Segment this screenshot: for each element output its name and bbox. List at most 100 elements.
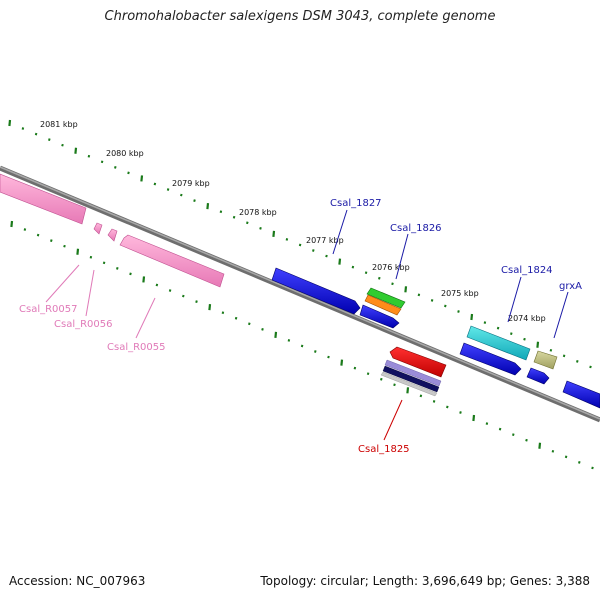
minor-tick xyxy=(246,221,249,225)
feature-grxa[interactable] xyxy=(533,350,558,370)
minor-tick xyxy=(417,293,421,297)
minor-tick xyxy=(48,138,51,141)
minor-tick xyxy=(221,311,225,315)
minor-tick xyxy=(114,165,117,169)
major-tick xyxy=(538,442,542,449)
topology-summary: Topology: circular; Length: 3,696,649 bp… xyxy=(260,574,590,588)
minor-tick xyxy=(127,171,130,175)
leader-grxa xyxy=(553,291,569,339)
leader-csal-r0057 xyxy=(45,264,80,303)
kbp-label: 2074 kbp xyxy=(508,314,546,323)
minor-tick xyxy=(523,337,526,341)
label-csal-r0056: Csal_R0056 xyxy=(54,319,113,330)
kbp-label: 2079 kbp xyxy=(172,179,210,188)
feature-labels: Csal_1827 Csal_1826 Csal_1824 grxA Csal_… xyxy=(19,198,582,455)
genome-backbone-highlight xyxy=(0,166,600,420)
leader-csal-r0056 xyxy=(85,269,95,317)
minor-tick xyxy=(312,249,315,252)
feature-csal-1824b[interactable] xyxy=(459,342,522,376)
minor-tick xyxy=(591,466,594,470)
minor-tick xyxy=(63,244,66,248)
feature-csal-1824[interactable] xyxy=(466,325,531,361)
leader-csal-1825 xyxy=(383,399,403,441)
minor-tick xyxy=(380,377,383,381)
feature-csal-1826[interactable] xyxy=(364,287,406,316)
major-tick xyxy=(404,286,408,293)
feature-csal-r0056[interactable] xyxy=(93,222,118,242)
major-tick xyxy=(406,387,410,394)
minor-tick xyxy=(419,394,423,398)
major-tick xyxy=(470,313,474,321)
minor-tick xyxy=(102,261,106,265)
minor-tick xyxy=(498,427,502,431)
major-tick xyxy=(142,276,146,283)
feature-csal-r0057[interactable] xyxy=(0,173,87,225)
major-tick xyxy=(340,359,344,366)
kbp-label: 2076 kbp xyxy=(372,263,410,272)
minor-tick xyxy=(248,322,251,326)
minor-tick xyxy=(364,271,368,275)
minor-tick xyxy=(195,300,198,303)
minor-tick xyxy=(551,449,555,453)
minor-tick xyxy=(578,461,581,464)
feature-csal-r0055[interactable] xyxy=(119,234,225,288)
minor-tick xyxy=(116,266,119,270)
leader-csal-r0055 xyxy=(135,297,156,339)
minor-tick xyxy=(193,199,196,202)
minor-tick xyxy=(36,233,40,237)
minor-tick xyxy=(87,154,91,158)
minor-tick xyxy=(325,254,328,258)
major-tick xyxy=(208,304,212,311)
minor-tick xyxy=(23,228,27,231)
kbp-labels: 2081 kbp 2080 kbp 2079 kbp 2078 kbp 2077… xyxy=(40,120,546,323)
minor-tick xyxy=(155,283,159,287)
minor-tick xyxy=(430,299,434,302)
minor-tick xyxy=(444,304,447,308)
major-tick xyxy=(272,230,276,237)
minor-tick xyxy=(327,355,330,359)
feature-csal-1825[interactable] xyxy=(380,346,447,397)
feature-small-blue[interactable] xyxy=(526,367,550,385)
minor-tick xyxy=(562,354,566,358)
minor-tick xyxy=(549,348,553,352)
major-tick xyxy=(206,203,210,210)
minor-tick xyxy=(512,433,515,437)
feature-csal-1827[interactable] xyxy=(271,267,361,315)
minor-tick xyxy=(168,289,172,292)
label-csal-1827: Csal_1827 xyxy=(330,198,382,209)
minor-tick xyxy=(393,383,396,387)
minor-tick xyxy=(89,255,93,259)
minor-tick xyxy=(100,160,104,164)
minor-tick xyxy=(261,327,264,331)
kbp-label: 2080 kbp xyxy=(106,149,144,158)
major-tick xyxy=(140,175,144,182)
minor-tick xyxy=(457,310,460,313)
kbp-label: 2077 kbp xyxy=(306,236,344,245)
minor-tick xyxy=(219,210,223,214)
minor-tick xyxy=(459,411,462,414)
minor-tick xyxy=(50,239,53,242)
minor-tick xyxy=(366,372,370,376)
minor-tick xyxy=(483,321,487,324)
major-tick xyxy=(274,331,278,338)
minor-tick xyxy=(391,282,394,286)
label-csal-r0057: Csal_R0057 xyxy=(19,304,78,315)
minor-tick xyxy=(496,326,500,330)
leader-csal-1826 xyxy=(395,233,409,280)
minor-tick xyxy=(353,366,357,370)
minor-tick xyxy=(166,188,170,191)
feature-edge-blue[interactable] xyxy=(562,380,600,409)
major-tick xyxy=(472,414,476,422)
minor-tick xyxy=(129,272,132,276)
minor-tick xyxy=(576,360,579,363)
minor-tick xyxy=(510,332,513,336)
accession-text: Accession: NC_007963 xyxy=(9,574,146,588)
leader-lines xyxy=(45,209,569,441)
label-csal-1825: Csal_1825 xyxy=(358,444,410,455)
minor-tick xyxy=(153,182,157,186)
forward-tick-track xyxy=(8,119,592,369)
minor-tick xyxy=(182,294,185,298)
feature-csal-1827b[interactable] xyxy=(359,304,400,329)
minor-tick xyxy=(259,226,262,230)
